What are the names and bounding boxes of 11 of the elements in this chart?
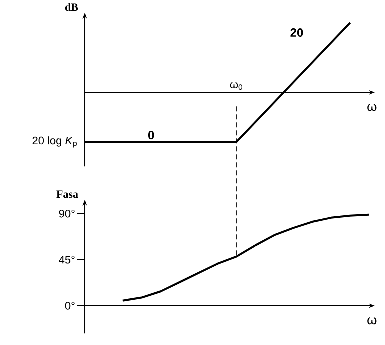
text: 20 log K$_{p}$: [32, 136, 77, 148]
annotation: 20: [290, 28, 304, 38]
x-axis-title: ω: [368, 318, 377, 325]
x-axis-title: ω: [368, 104, 377, 112]
y-tick-label: 90°: [59, 210, 75, 218]
y-tick-label: 45°: [59, 256, 75, 264]
y-tick-label: 0°: [65, 302, 75, 310]
y-axis-title: Fasa: [56, 190, 78, 198]
annotation: ω$_{0}$: [230, 82, 243, 90]
y-axis-title: dB: [65, 4, 78, 12]
annotation: 0: [148, 131, 154, 140]
